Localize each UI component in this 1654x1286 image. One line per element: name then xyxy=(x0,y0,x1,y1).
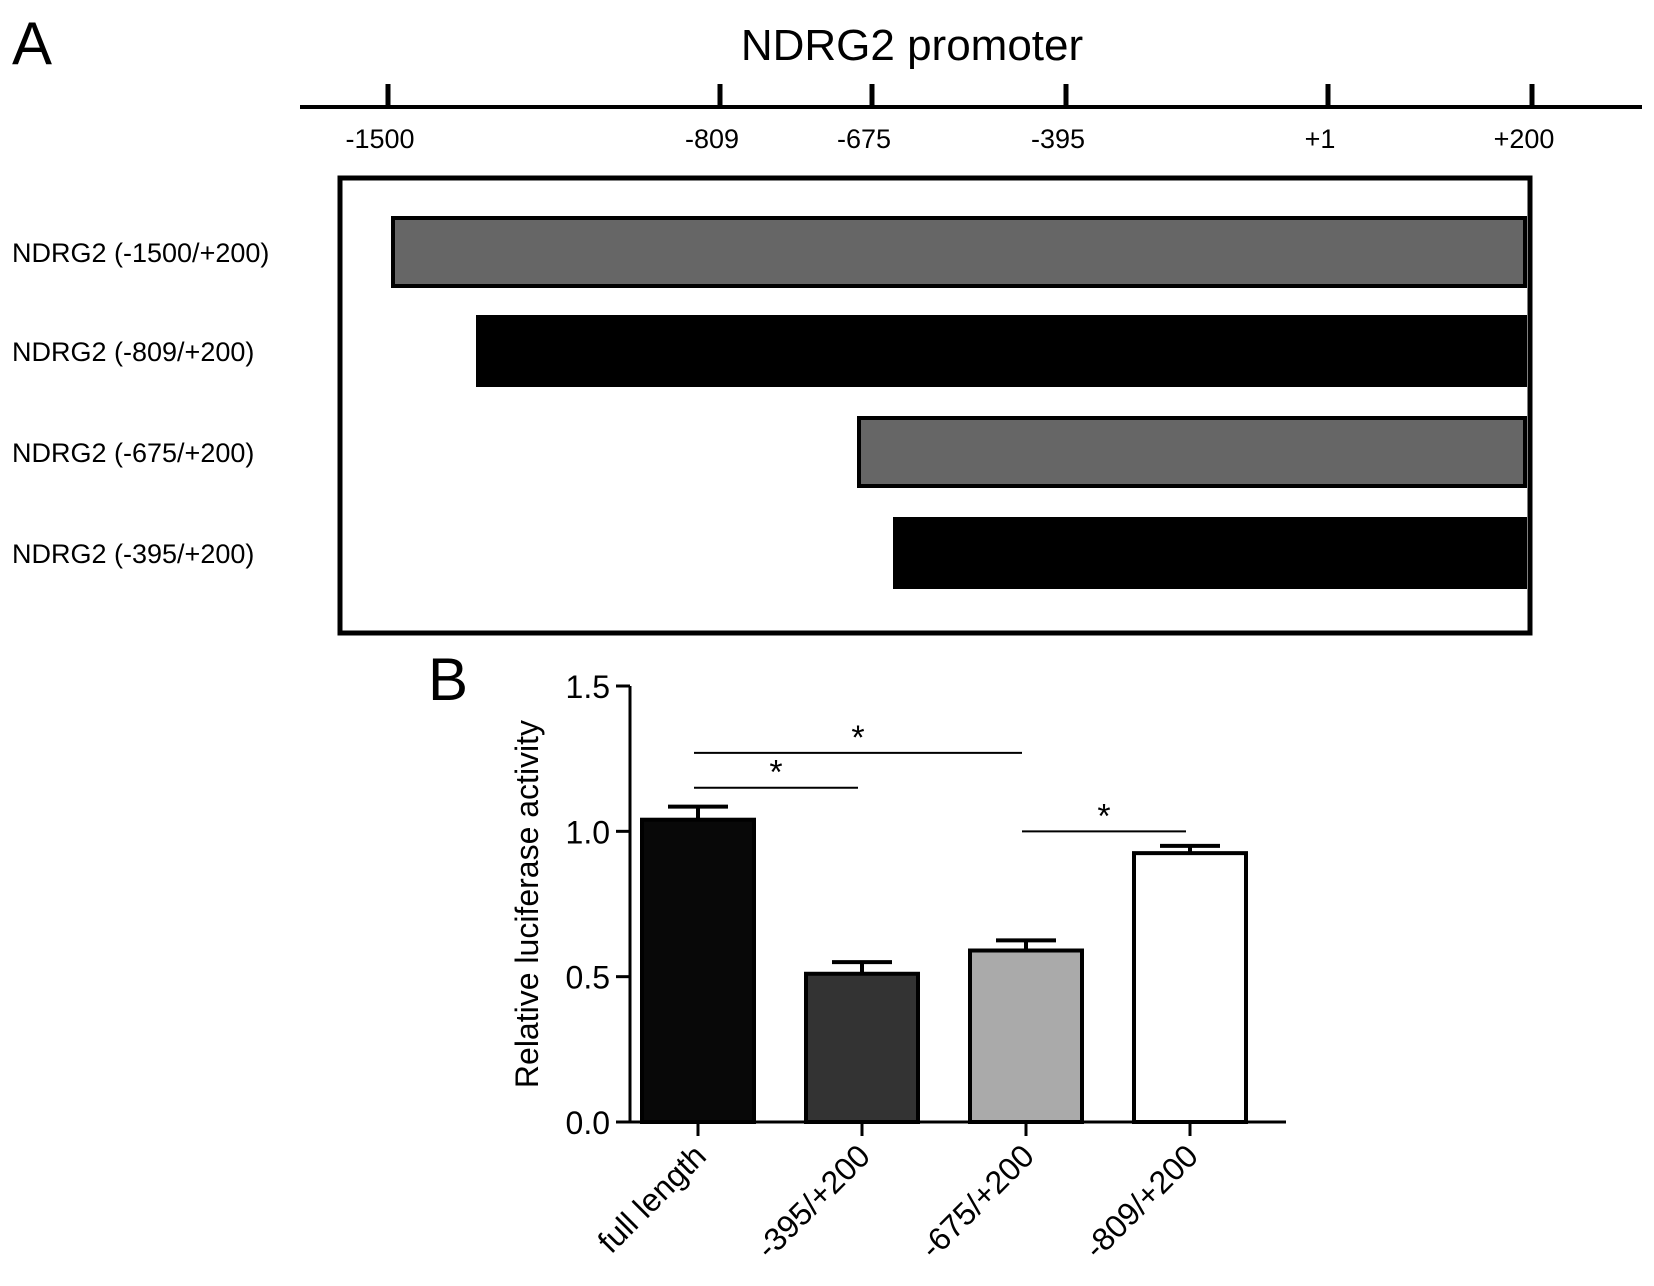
promoter-axis-ticks: -1500 -809 -675 -395 +1 +200 xyxy=(345,84,1554,154)
construct-bar xyxy=(476,315,1527,387)
x-tick-label: full length xyxy=(591,1137,713,1259)
significance-brackets: * * * xyxy=(694,719,1186,835)
construct-bar xyxy=(391,216,1527,288)
promoter-tick-label: +1 xyxy=(1305,124,1336,154)
y-tick-label: 0.0 xyxy=(566,1105,610,1141)
significance-star: * xyxy=(851,719,864,757)
construct-label: NDRG2 (-675/+200) xyxy=(12,438,254,468)
x-tick-labels: full length -395/+200 -675/+200 -809/+200 xyxy=(591,1137,1205,1265)
construct-bar xyxy=(857,416,1527,488)
panel-b-letter: B xyxy=(428,646,468,713)
construct-bars: NDRG2 (-1500/+200) NDRG2 (-809/+200) NDRG2… xyxy=(12,216,1527,589)
bar xyxy=(1132,851,1248,1125)
y-tick-label: 1.0 xyxy=(566,814,610,850)
promoter-tick-label: -809 xyxy=(685,124,739,154)
bar xyxy=(640,817,756,1124)
y-tick-label: 1.5 xyxy=(566,669,610,705)
significance-star: * xyxy=(1097,797,1110,835)
construct-label: NDRG2 (-809/+200) xyxy=(12,337,254,367)
panel-a-promoter-map: A NDRG2 promoter -1500 -809 -675 -395 +1 +200… xyxy=(12,10,1642,636)
promoter-tick-label: -1500 xyxy=(345,124,414,154)
promoter-tick-label: +200 xyxy=(1494,124,1555,154)
significance-star: * xyxy=(769,754,782,792)
x-tick-label: -809/+200 xyxy=(1077,1137,1205,1265)
y-tick-label: 0.5 xyxy=(566,960,610,996)
promoter-tick-label: -675 xyxy=(837,124,891,154)
constructs-frame xyxy=(337,175,1533,636)
bar xyxy=(804,971,920,1125)
construct-label: NDRG2 (-1500/+200) xyxy=(12,238,269,268)
construct-label: NDRG2 (-395/+200) xyxy=(12,539,254,569)
panel-b-luciferase-chart: B Relative luciferase activity 0.0 0.5 1.0… xyxy=(428,646,1286,1265)
y-axis-label: Relative luciferase activity xyxy=(509,720,545,1088)
bar xyxy=(968,948,1084,1124)
promoter-tick-label: -395 xyxy=(1031,124,1085,154)
chart-bars xyxy=(640,804,1248,1125)
construct-bar xyxy=(893,517,1527,589)
x-tick-label: -675/+200 xyxy=(913,1137,1041,1265)
promoter-title: NDRG2 promoter xyxy=(741,21,1083,70)
x-tick-label: -395/+200 xyxy=(749,1137,877,1265)
panel-a-letter: A xyxy=(12,10,52,77)
